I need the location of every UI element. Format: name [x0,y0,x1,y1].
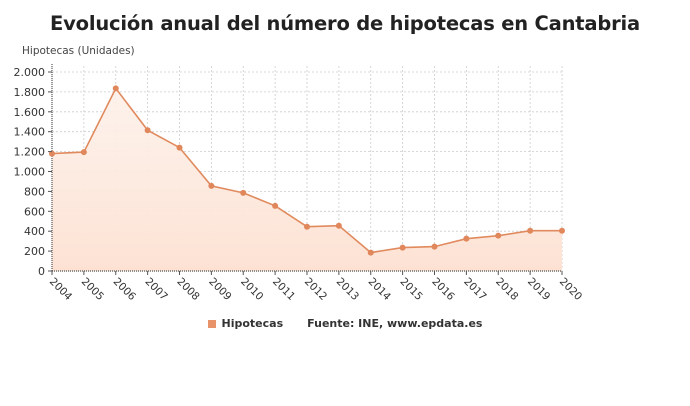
data-point-2016 [431,243,438,250]
source-note: Fuente: INE, www.epdata.es [307,317,483,330]
x-tick-label: 2008 [174,276,201,303]
x-tick-label: 2005 [79,276,106,303]
data-point-2011 [272,202,279,209]
x-tick-label: 2007 [143,276,170,303]
x-tick-label: 2019 [525,276,552,303]
data-point-2008 [176,144,183,151]
data-point-2010 [240,189,247,196]
legend-swatch-icon [207,319,216,328]
data-point-2014 [367,249,374,256]
x-tick-label: 2017 [461,276,488,303]
x-axis-ticks: 2004 2005 2006 2007 2008 2009 2010 2011 2012 2013… [47,271,584,303]
y-tick-label: 600 [24,205,45,218]
x-tick-label: 2016 [429,276,457,304]
y-tick-label: 1.800 [14,86,46,99]
data-point-2019 [527,227,534,234]
y-axis-label: Hipotecas (Unidades) [22,45,135,57]
x-tick-label: 2013 [334,276,361,303]
chart-title: Evolución anual del número de hipotecas … [50,12,640,35]
y-tick-label: 2.000 [14,66,46,79]
x-tick-label: 2009 [206,276,233,303]
data-point-2007 [144,127,151,134]
y-tick-label: 200 [24,245,45,258]
x-tick-label: 2004 [47,276,75,304]
data-point-2017 [463,235,470,242]
x-tick-label: 2006 [111,276,139,304]
y-tick-label: 800 [24,185,45,198]
area-fill [52,88,562,272]
data-point-2015 [399,244,406,251]
data-markers [49,85,565,256]
data-point-2006 [112,85,119,92]
y-axis-ticks: 0 200 400 600 800 1.000 1.200 1.400 1.600 1.800 2.… [14,66,52,278]
y-tick-label: 1.000 [14,166,46,179]
y-tick-label: 1.200 [14,146,46,159]
x-tick-label: 2011 [270,276,297,303]
x-tick-label: 2018 [493,276,520,303]
data-point-2009 [208,182,215,189]
data-point-2020 [559,227,565,234]
data-point-2013 [335,222,342,229]
y-tick-label: 1.400 [14,126,46,139]
line-chart: 0 200 400 600 800 1.000 1.200 1.400 1.600 1.800 2.… [14,64,584,303]
x-tick-label: 2010 [238,276,265,303]
x-tick-label: 2012 [302,276,329,303]
legend: Hipotecas Fuente: INE, www.epdata.es [0,317,690,330]
x-tick-label: 2014 [366,276,394,304]
y-tick-label: 0 [38,265,45,278]
x-tick-label: 2015 [398,276,425,303]
data-point-2012 [304,223,310,230]
data-point-2018 [495,232,502,239]
data-point-2005 [80,149,87,156]
y-tick-label: 400 [24,225,45,238]
x-tick-label: 2020 [557,276,584,303]
y-tick-label: 1.600 [14,106,46,119]
legend-series-label: Hipotecas [221,317,284,330]
